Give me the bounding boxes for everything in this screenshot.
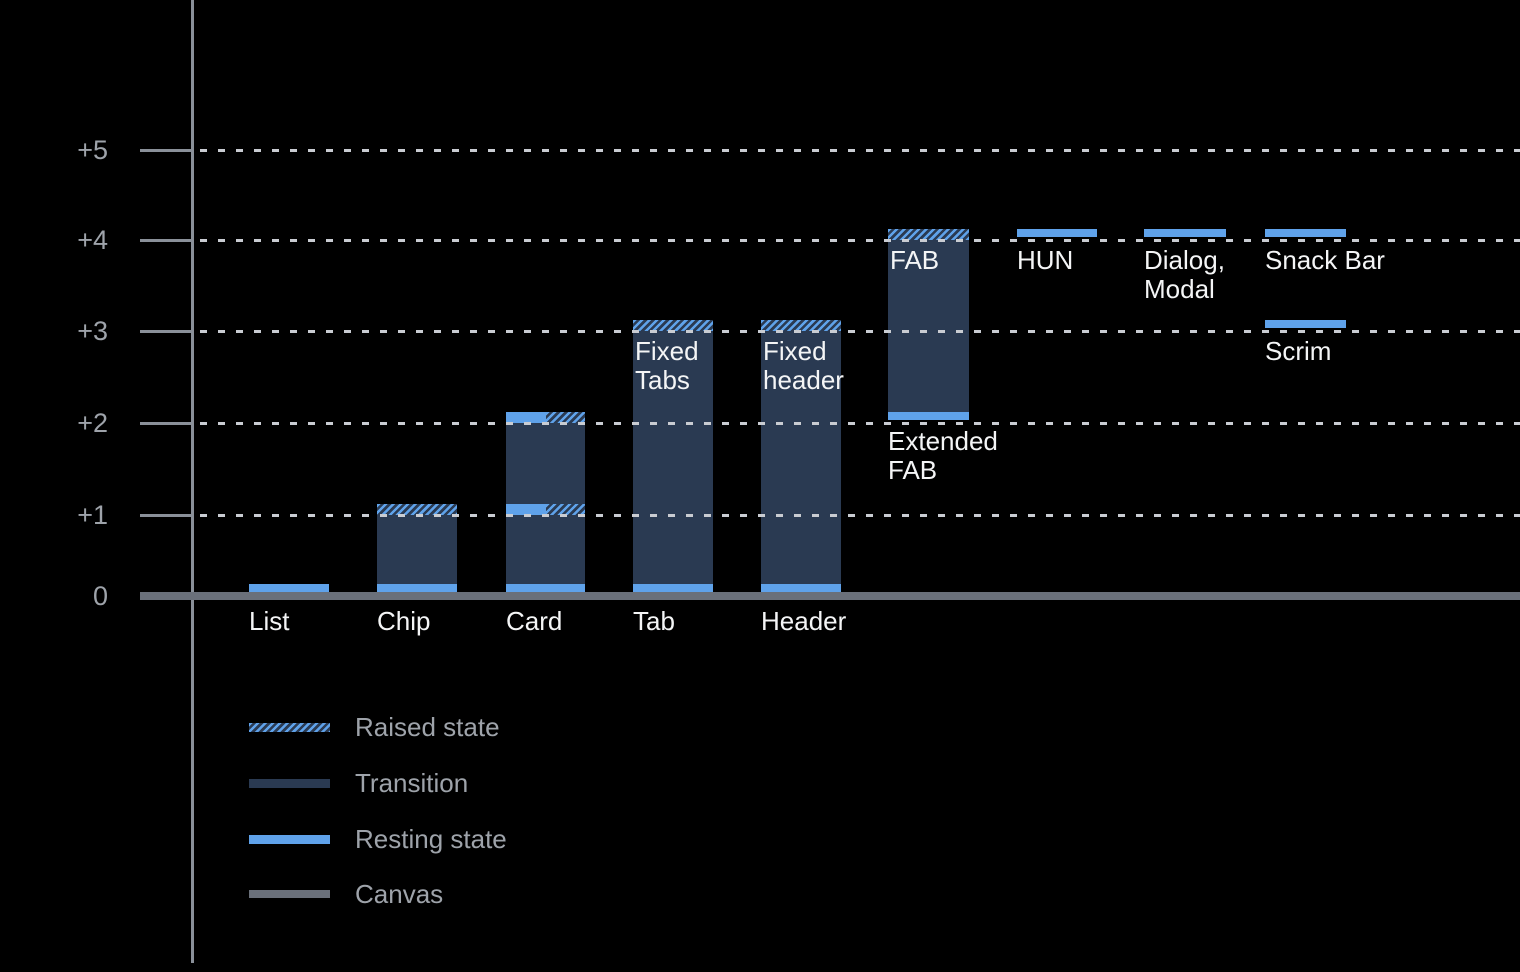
y-axis-label-0: 0 [92, 581, 108, 611]
legend-label: Transition [355, 768, 469, 798]
segment-resting-raised-card [506, 412, 585, 423]
bar-label-fixed-header: Fixed header [763, 337, 844, 395]
resting-half [506, 412, 546, 423]
bar-label-line: Tabs [635, 365, 690, 395]
segment-resting-snack-bar [1265, 229, 1346, 237]
segment-raised-tab [633, 320, 713, 331]
segment-raised-fab [888, 229, 969, 240]
y-axis-label-4: +4 [77, 225, 108, 255]
segment-resting-scrim [1265, 320, 1346, 328]
bar-label-chip: Chip [377, 607, 430, 636]
segment-resting-tab [633, 584, 713, 592]
segment-transition-fab [888, 240, 969, 412]
raised-state-swatch [249, 722, 330, 732]
bar-label-line: Modal [1144, 274, 1215, 304]
bar-label-dialog-modal: Dialog, Modal [1144, 246, 1225, 304]
segment-transition-tab [633, 331, 713, 584]
bar-label-fab: FAB [890, 246, 939, 275]
bar-label-line: Extended [888, 426, 998, 456]
raised-half [545, 412, 585, 423]
y-axis-line [191, 0, 194, 963]
segment-resting-list [249, 584, 329, 592]
gridline-3 [200, 330, 1520, 333]
y-tick-4 [140, 239, 192, 242]
resting-state-swatch [249, 834, 330, 844]
y-axis-label-1: +1 [77, 500, 108, 530]
segment-resting-dialog-modal [1144, 229, 1226, 237]
y-tick-5 [140, 149, 192, 152]
legend-item-transition: Transition [249, 768, 468, 798]
bar-label-card: Card [506, 607, 562, 636]
transition-swatch [249, 778, 330, 788]
segment-resting-chip [377, 584, 457, 592]
bar-label-scrim: Scrim [1265, 337, 1331, 366]
segment-transition-header [761, 331, 841, 584]
segment-resting-raised-card [506, 504, 585, 515]
bar-label-fixed-tabs: Fixed Tabs [635, 337, 699, 395]
legend-label: Canvas [355, 879, 444, 909]
canvas-baseline-bar [140, 592, 1520, 600]
resting-half [506, 504, 546, 515]
gridline-4 [200, 239, 1520, 242]
bar-label-line: Snack Bar [1265, 245, 1385, 275]
bar-label-line: Tab [633, 606, 675, 636]
gridline-2 [200, 422, 1520, 425]
bar-label-line: Header [761, 606, 847, 636]
bar-label-line: FAB [888, 455, 938, 485]
segment-raised-chip [377, 504, 457, 515]
legend-label: Raised state [355, 712, 500, 742]
legend-label: Resting state [355, 824, 507, 854]
canvas-swatch [249, 890, 330, 898]
segment-resting-hun [1017, 229, 1097, 237]
segment-resting-fab [888, 412, 969, 420]
y-axis-label-2: +2 [77, 408, 108, 438]
segment-transition-chip [377, 515, 457, 584]
bar-label-list: List [249, 607, 289, 636]
bar-label-extended-fab: Extended FAB [888, 427, 998, 485]
gridline-5 [200, 149, 1520, 152]
bar-label-line: Fixed [635, 336, 699, 366]
bar-label-header: Header [761, 607, 846, 636]
bar-label-line: HUN [1017, 245, 1074, 275]
bar-label-line: List [249, 606, 290, 636]
segment-transition-card [506, 423, 585, 504]
bar-label-line: Dialog, [1144, 245, 1225, 275]
segment-transition-card [506, 515, 585, 584]
gridline-1 [200, 514, 1520, 517]
y-axis-label-5: +5 [77, 135, 108, 165]
y-tick-2 [140, 422, 192, 425]
y-axis-label-3: +3 [77, 316, 108, 346]
segment-raised-header [761, 320, 841, 331]
bar-label-line: Chip [377, 606, 431, 636]
bar-label-hun: HUN [1017, 246, 1073, 275]
bar-label-snack-bar: Snack Bar [1265, 246, 1385, 275]
segment-resting-header [761, 584, 841, 592]
bar-label-line: Card [506, 606, 563, 636]
bar-label-tab: Tab [633, 607, 675, 636]
segment-resting-card [506, 584, 585, 592]
bar-label-line: FAB [890, 245, 940, 275]
legend-item-resting-state: Resting state [249, 824, 507, 854]
y-tick-3 [140, 330, 192, 333]
bar-label-line: Fixed [763, 336, 827, 366]
raised-half [545, 504, 585, 515]
bar-label-line: header [763, 365, 844, 395]
y-tick-1 [140, 514, 192, 517]
legend-item-raised-state: Raised state [249, 712, 500, 742]
bar-label-line: Scrim [1265, 336, 1332, 366]
legend-item-canvas: Canvas [249, 879, 443, 909]
